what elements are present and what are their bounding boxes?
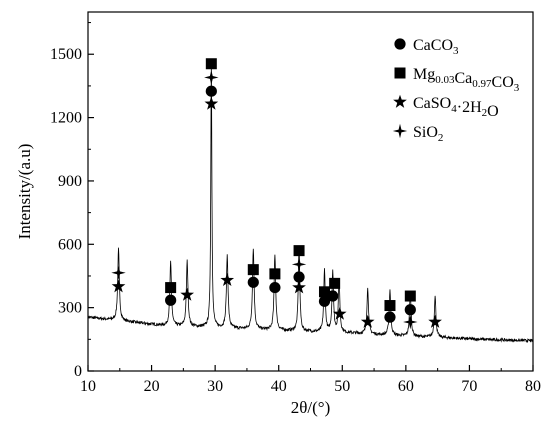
y-tick-label: 1200 — [50, 110, 82, 127]
peak-marker-square — [329, 277, 341, 289]
legend-item: CaCO3 — [394, 37, 459, 57]
y-tick-label: 0 — [74, 363, 82, 380]
x-tick-label: 40 — [271, 378, 287, 395]
peak-marker-square — [318, 286, 330, 298]
plot-frame — [87, 11, 534, 372]
legend-item: Mg0.03Ca0.97CO3 — [394, 66, 520, 94]
y-tick-label: 900 — [58, 173, 82, 190]
peak-marker-square — [205, 58, 217, 70]
peak-marker-star5 — [180, 287, 195, 301]
legend-label: CaCO3 — [413, 37, 459, 57]
peak-marker-circle — [327, 290, 339, 302]
peak-marker-circle — [165, 294, 177, 306]
y-axis-title: Intensity/(a.u) — [15, 144, 34, 240]
y-tick-label: 300 — [58, 300, 82, 317]
peak-marker-star5 — [220, 272, 235, 287]
peak-marker-star4 — [291, 257, 307, 272]
xrd-pattern-line — [87, 59, 534, 343]
peak-marker-square — [269, 268, 281, 280]
peak-marker-star4 — [111, 265, 126, 280]
x-axis-title: 2θ/(°) — [291, 398, 331, 417]
x-tick-label: 70 — [461, 378, 477, 395]
peak-marker-star5 — [204, 96, 219, 110]
peak-marker-star5 — [111, 279, 126, 293]
peak-marker-square — [165, 282, 177, 294]
peak-marker-square — [384, 300, 396, 312]
legend-marker-circle — [394, 38, 406, 50]
x-tick-label: 80 — [525, 378, 541, 395]
peak-marker-star5 — [428, 314, 442, 328]
legend-marker-square — [394, 67, 406, 79]
peak-marker-circle — [269, 281, 281, 294]
legend-label: Mg0.03Ca0.97CO3 — [413, 66, 520, 94]
legend-item: SiO2 — [392, 123, 443, 144]
peak-marker-square — [247, 264, 259, 276]
x-tick-label: 10 — [80, 378, 96, 395]
peak-marker-star5 — [292, 280, 306, 294]
y-tick-label: 600 — [58, 236, 82, 253]
peak-marker-circle — [247, 276, 259, 288]
legend-label: CaSO4·2H2O — [413, 95, 499, 120]
x-tick-label: 60 — [398, 378, 414, 395]
legend-marker-star4 — [392, 123, 408, 139]
peak-marker-star5 — [360, 314, 375, 328]
peak-marker-circle — [318, 295, 331, 307]
peak-marker-star5 — [332, 306, 347, 320]
x-tick-label: 50 — [334, 378, 350, 395]
peak-marker-star4 — [403, 314, 418, 330]
legend-item: CaSO4·2H2O — [393, 94, 499, 120]
x-tick-label: 30 — [207, 378, 223, 395]
axes: 10 20 30 40 50 60 70 80 0 300 600 900 1200 1500 — [50, 11, 541, 395]
legend-marker-star5 — [393, 94, 407, 108]
peak-marker-square — [404, 290, 416, 302]
peak-marker-circle — [293, 271, 305, 283]
legend-label: SiO2 — [413, 124, 443, 144]
plot-area — [87, 59, 534, 343]
peak-marker-circle — [404, 304, 416, 316]
peak-marker-circle — [384, 311, 396, 323]
peak-marker-circle — [205, 85, 217, 97]
peak-marker-square — [293, 245, 305, 257]
peak-markers — [111, 58, 442, 330]
x-tick-label: 20 — [144, 378, 160, 395]
peak-marker-star4 — [204, 70, 219, 85]
y-tick-label: 1500 — [50, 46, 82, 63]
